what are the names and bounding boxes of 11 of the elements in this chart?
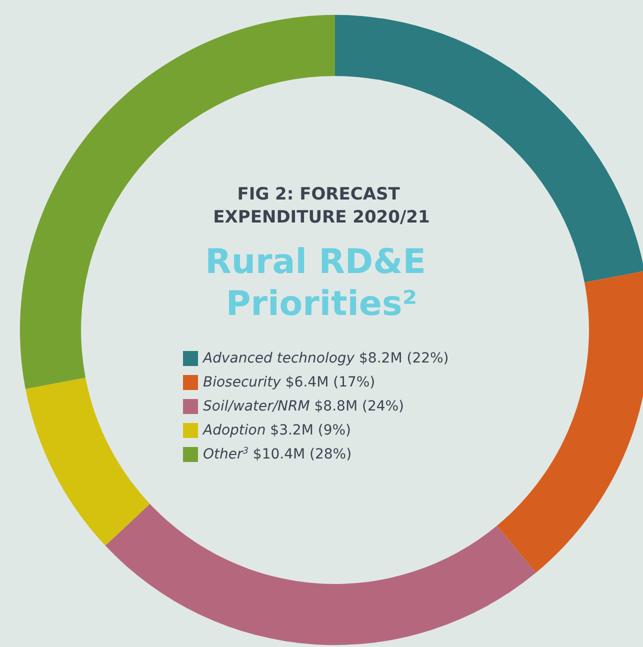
legend-label: Adoption xyxy=(202,422,266,438)
legend-label: Soil/water/NRM xyxy=(203,398,310,414)
data-label: $10.4M (28%) xyxy=(248,446,352,462)
data-label: $8.8M (24%) xyxy=(310,398,404,414)
data-label: $3.2M (9%) xyxy=(266,422,352,438)
text: FIG 2: FORECAST EXPENDITURE 2020/21 xyxy=(213,184,430,228)
legend-label: Biosecurity xyxy=(203,374,282,390)
text: Rural RD&E Priorities² xyxy=(205,242,438,324)
legend-label: Advanced technology xyxy=(202,350,356,366)
data-label: $8.2M (22%) xyxy=(354,350,449,366)
data-label: $6.4M (17%) xyxy=(280,374,376,390)
